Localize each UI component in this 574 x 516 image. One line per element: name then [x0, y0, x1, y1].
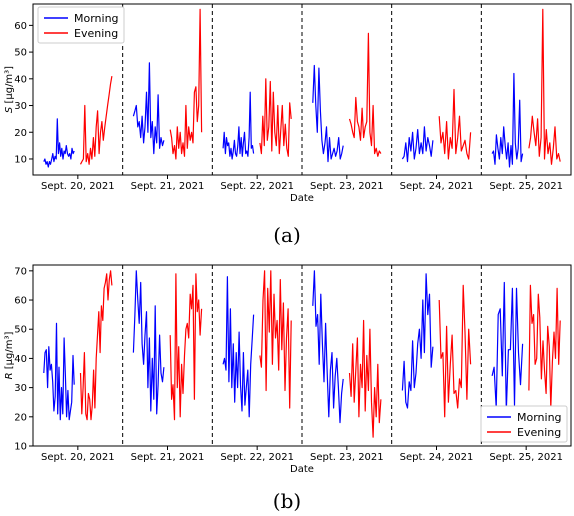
x-tick-label: Sept. 23, 2021: [310, 452, 384, 463]
y-tick-label: 60: [14, 21, 27, 32]
evening-series-line: [348, 319, 382, 438]
evening-series-line: [528, 284, 561, 409]
legend-label-morning: Morning: [74, 12, 119, 25]
morning-series-line: [312, 64, 344, 163]
evening-series-line: [438, 88, 472, 160]
x-tick-label: Sept. 25, 2021: [489, 181, 563, 192]
morning-series-line: [222, 276, 255, 418]
legend-label-evening: Evening: [74, 27, 118, 40]
legend-label-evening: Evening: [517, 426, 561, 439]
evening-series-line: [528, 8, 561, 165]
morning-series-line: [222, 91, 255, 160]
x-tick-label: Sept. 21, 2021: [131, 452, 205, 463]
legend: Morning Evening: [37, 6, 125, 44]
y-tick-label: 20: [14, 128, 27, 139]
legend: Morning Evening: [480, 405, 568, 443]
x-axis-label: Date: [290, 193, 314, 204]
x-tick-label: Sept. 22, 2021: [220, 452, 294, 463]
morning-series-line: [401, 126, 434, 163]
y-axis-symbol: R: [4, 369, 15, 379]
x-tick-label: Sept. 22, 2021: [220, 181, 294, 192]
morning-series-line: [43, 118, 75, 168]
y-axis-label: R [μg/m³]: [4, 332, 15, 380]
x-tick-label: Sept. 25, 2021: [489, 452, 563, 463]
y-tick-label: 60: [14, 296, 27, 307]
legend-label-morning: Morning: [517, 411, 562, 424]
panel-b: 10 20 30 40 50 60 70 Sept. 20, 2021 Sept. 21, 20…: [4, 264, 572, 513]
y-tick-label: 30: [14, 383, 27, 394]
legend-box: [480, 405, 568, 443]
evening-series-line: [169, 8, 203, 160]
y-axis-unit: [μg/m³]: [4, 332, 15, 370]
legend-box: [37, 6, 125, 44]
x-tick-label: Sept. 23, 2021: [310, 181, 384, 192]
y-axis-unit: [μg/m³]: [4, 66, 15, 104]
evening-series-line: [79, 270, 113, 421]
morning-series-line: [132, 62, 165, 155]
y-tick-label: 30: [14, 101, 27, 112]
y-tick-label: 10: [14, 442, 27, 453]
panel-a: 10 20 30 40 50 60 Sept. 20, 2021 Sept. 21, 2021…: [4, 3, 572, 247]
x-tick-label: Sept. 24, 2021: [400, 181, 474, 192]
y-tick-label: 40: [14, 354, 27, 365]
morning-series-line: [491, 281, 524, 412]
y-tick-label: 70: [14, 266, 27, 277]
evening-series-line: [438, 284, 472, 418]
x-tick-label: Sept. 20, 2021: [41, 452, 115, 463]
morning-series-line: [132, 270, 165, 415]
x-tick-label: Sept. 24, 2021: [400, 452, 474, 463]
evening-series-line: [169, 273, 203, 421]
morning-series-line: [43, 322, 75, 421]
x-tick-label: Sept. 20, 2021: [41, 181, 115, 192]
evening-series-line: [348, 32, 382, 157]
y-axis-symbol: S: [4, 104, 15, 114]
panel-caption: (a): [273, 223, 301, 247]
panel-caption: (b): [273, 489, 301, 513]
morning-series-line: [401, 273, 434, 409]
y-tick-label: 40: [14, 74, 27, 85]
y-tick-label: 10: [14, 154, 27, 165]
y-tick-label: 50: [14, 48, 27, 59]
morning-series-line: [312, 270, 344, 424]
x-tick-label: Sept. 21, 2021: [131, 181, 205, 192]
morning-series-line: [491, 72, 524, 168]
x-axis-label: Date: [290, 464, 314, 475]
evening-series-line: [259, 78, 292, 157]
y-tick-label: 50: [14, 325, 27, 336]
evening-series-line: [259, 270, 292, 409]
evening-series-line: [79, 75, 113, 165]
y-tick-label: 20: [14, 412, 27, 423]
y-axis-label: S [μg/m³]: [4, 66, 15, 113]
